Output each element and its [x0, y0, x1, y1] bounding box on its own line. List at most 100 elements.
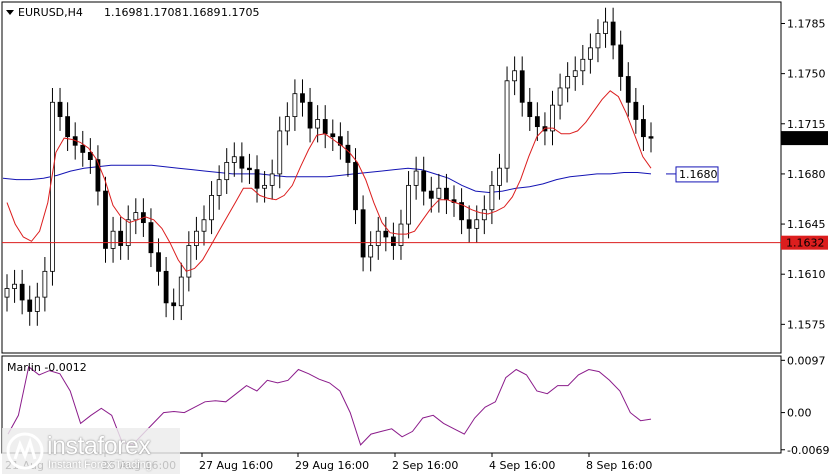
price-tick-label: 1.1750: [787, 68, 826, 81]
candle-body: [19, 283, 25, 301]
ma-label: 1.1680: [679, 168, 718, 181]
candle-body: [34, 296, 40, 312]
current-price-tag: [781, 131, 828, 146]
candle-body: [572, 70, 578, 77]
candle-body: [247, 167, 252, 171]
ma-label-box: [675, 166, 719, 183]
candle-body: [550, 104, 555, 132]
candle-body: [421, 170, 427, 192]
marlin-line-layer: [7, 365, 652, 446]
candle-body: [4, 288, 10, 298]
time-tick-label: 29 Aug 16:00: [295, 459, 369, 472]
candle-body: [118, 230, 124, 246]
indicator-tick-label: 0.00: [787, 407, 812, 420]
signal-line-layer: [6, 90, 652, 272]
candle-body: [80, 144, 86, 153]
candle-body: [65, 116, 71, 138]
candle-body: [360, 209, 366, 258]
candle-body: [519, 70, 525, 103]
candle-body: [625, 76, 631, 103]
candle-body: [504, 80, 510, 169]
candle-body: [641, 119, 646, 138]
candle-body: [284, 116, 290, 132]
candle-body: [390, 236, 396, 246]
time-tick-label: 27 Aug 16:00: [199, 459, 273, 472]
candle-body: [315, 119, 321, 129]
time-tick-label: 2 Sep 16:00: [392, 459, 458, 472]
candle-body: [383, 230, 389, 238]
candle-body: [375, 230, 381, 246]
candle-body: [231, 156, 237, 163]
candle-body: [474, 219, 480, 229]
watermark-tagline: Instant Forex Trading: [48, 459, 152, 471]
collapse-triangle-icon[interactable]: [6, 10, 14, 15]
candle-body: [353, 162, 358, 211]
candle-body: [565, 76, 571, 89]
candle-body: [587, 47, 593, 60]
candle-body: [368, 245, 374, 258]
candle-body: [95, 159, 101, 192]
candle-body: [87, 152, 93, 160]
candle-body: [171, 302, 177, 307]
time-tick-label: 4 Sep 16:00: [489, 459, 555, 472]
candle-body: [216, 179, 222, 196]
candle-body: [163, 270, 169, 304]
ohlc-low: 1.1689: [182, 6, 221, 19]
price-panel: [1, 1, 782, 354]
instaforex-watermark: instaforex Instant Forex Trading: [2, 428, 180, 474]
candle-body: [239, 156, 245, 169]
candle-body: [413, 170, 419, 186]
instaforex-logo-icon: [6, 432, 44, 470]
indicator-tick-label: 0.0097: [787, 354, 826, 367]
candle-body: [330, 133, 336, 138]
candle-body: [254, 169, 260, 189]
current-price-label: 1.1705: [786, 132, 825, 145]
indicator-label: Marlin -0.0012: [7, 361, 87, 374]
candle-body: [557, 87, 563, 106]
candle-body: [466, 219, 472, 229]
support-price-tag: [781, 235, 828, 250]
candle-body: [595, 33, 601, 49]
candle-body: [300, 93, 305, 103]
candle-body: [345, 144, 351, 163]
candle-body: [133, 212, 139, 221]
price-tick-label: 1.1785: [787, 17, 826, 30]
candle-body: [497, 167, 502, 186]
candle-body: [322, 119, 328, 135]
indicator-axis: 0.0097 0.00 -0.0069: [781, 354, 829, 457]
candle-body: [406, 184, 411, 225]
price-tick-label: 1.1680: [787, 168, 826, 181]
ohlc-open: 1.1698: [104, 6, 143, 19]
price-tick-label: 1.1715: [787, 118, 826, 131]
candle-body: [209, 195, 214, 221]
candle-body: [459, 202, 464, 221]
candle-body: [42, 270, 48, 298]
moving-average-line: [2, 164, 652, 194]
candle-body: [277, 130, 283, 175]
candle-body: [489, 184, 495, 211]
candle-body: [269, 173, 275, 186]
candle-body: [428, 190, 434, 199]
candle-body: [618, 44, 624, 77]
time-tick-label: 8 Sep 16:00: [586, 459, 652, 472]
price-tick-label: 1.1610: [787, 268, 826, 281]
signal-line: [6, 90, 652, 272]
watermark-brand: instaforex: [47, 432, 151, 460]
price-axis: 1.1785 1.1750 1.1715 1.1680 1.1645 1.1610 1.15…: [781, 17, 826, 331]
candle-body: [444, 187, 449, 201]
candle-body: [201, 219, 207, 232]
candle-body: [57, 101, 63, 118]
chart-symbol: EURUSD,H4: [18, 6, 83, 19]
candle-body: [648, 136, 654, 139]
candle-body: [633, 101, 639, 120]
ohlc-high: 1.1708: [143, 6, 182, 19]
candle-body: [156, 252, 161, 272]
price-tick-label: 1.1575: [787, 318, 826, 331]
ohlc-close: 1.1705: [221, 6, 260, 19]
candle-body: [262, 184, 268, 189]
candle-body: [27, 299, 33, 312]
candle-body: [125, 219, 131, 246]
candle-body: [481, 209, 487, 221]
candle-body: [610, 21, 616, 46]
